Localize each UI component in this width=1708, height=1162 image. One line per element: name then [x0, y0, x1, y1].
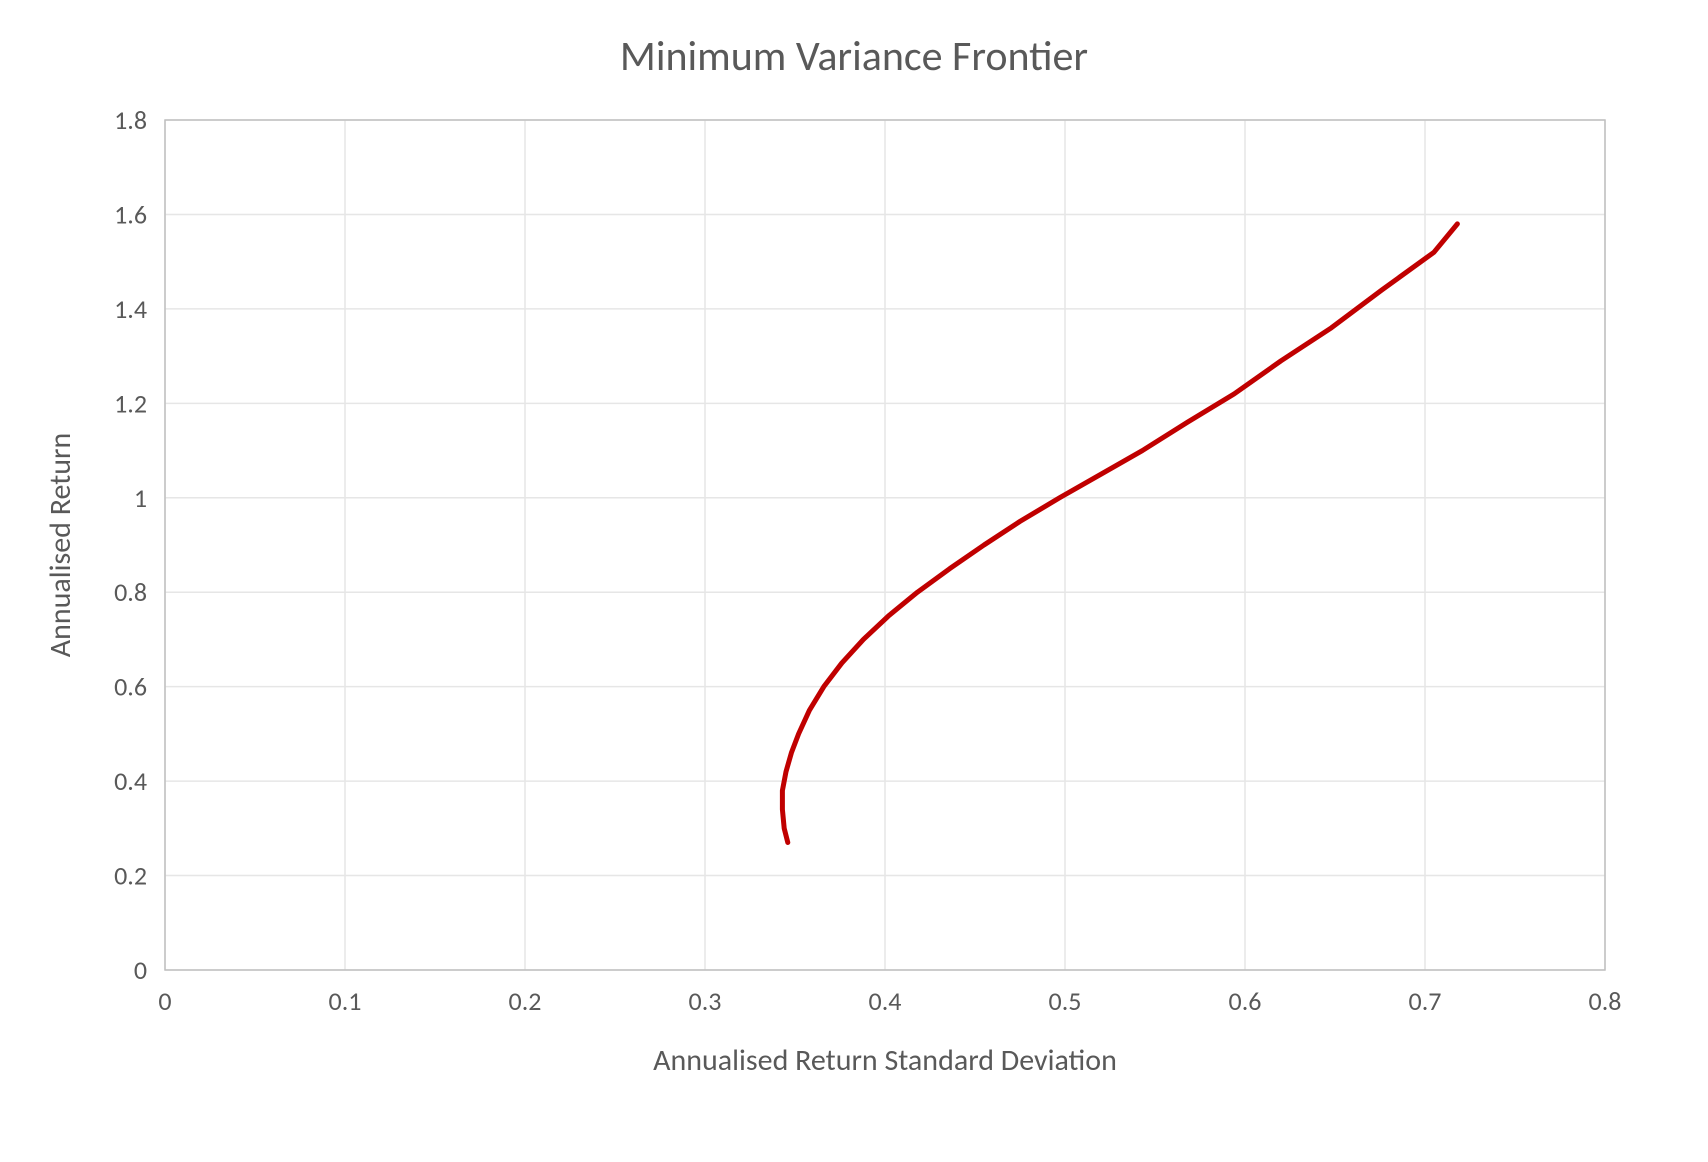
- mvf-chart: 0 0.1 0.2 0.3 0.4 0.5 0.6 0.7 0.8 0 0.2 0.4 0.6 0.8 1 1…: [0, 0, 1708, 1162]
- chart-title: Minimum Variance Frontier: [620, 31, 1088, 82]
- y-tick-label: 1.8: [114, 104, 147, 136]
- y-tick-label: 1.2: [114, 387, 147, 419]
- x-tick-label: 0.1: [329, 985, 362, 1017]
- y-tick-label: 1: [134, 482, 147, 514]
- y-tick-label: 0.6: [114, 671, 147, 703]
- x-tick-label: 0: [158, 985, 171, 1017]
- x-tick-label: 0.2: [509, 985, 542, 1017]
- x-tick-label: 0.5: [1049, 985, 1082, 1017]
- y-axis-title: Annualised Return: [42, 433, 79, 658]
- x-tick-label: 0.6: [1229, 985, 1262, 1017]
- y-tick-label: 0.4: [114, 765, 147, 797]
- x-axis-title: Annualised Return Standard Deviation: [653, 1042, 1117, 1079]
- y-tick-label: 1.6: [114, 198, 147, 230]
- y-tick-label: 0.2: [114, 860, 147, 892]
- x-tick-label: 0.8: [1589, 985, 1622, 1017]
- x-tick-label: 0.7: [1409, 985, 1442, 1017]
- x-tick-label: 0.4: [869, 985, 902, 1017]
- x-tick-label: 0.3: [689, 985, 722, 1017]
- y-tick-label: 1.4: [114, 293, 147, 325]
- y-tick-label: 0: [134, 954, 147, 986]
- y-tick-label: 0.8: [114, 576, 147, 608]
- chart-container: 0 0.1 0.2 0.3 0.4 0.5 0.6 0.7 0.8 0 0.2 0.4 0.6 0.8 1 1…: [0, 0, 1708, 1162]
